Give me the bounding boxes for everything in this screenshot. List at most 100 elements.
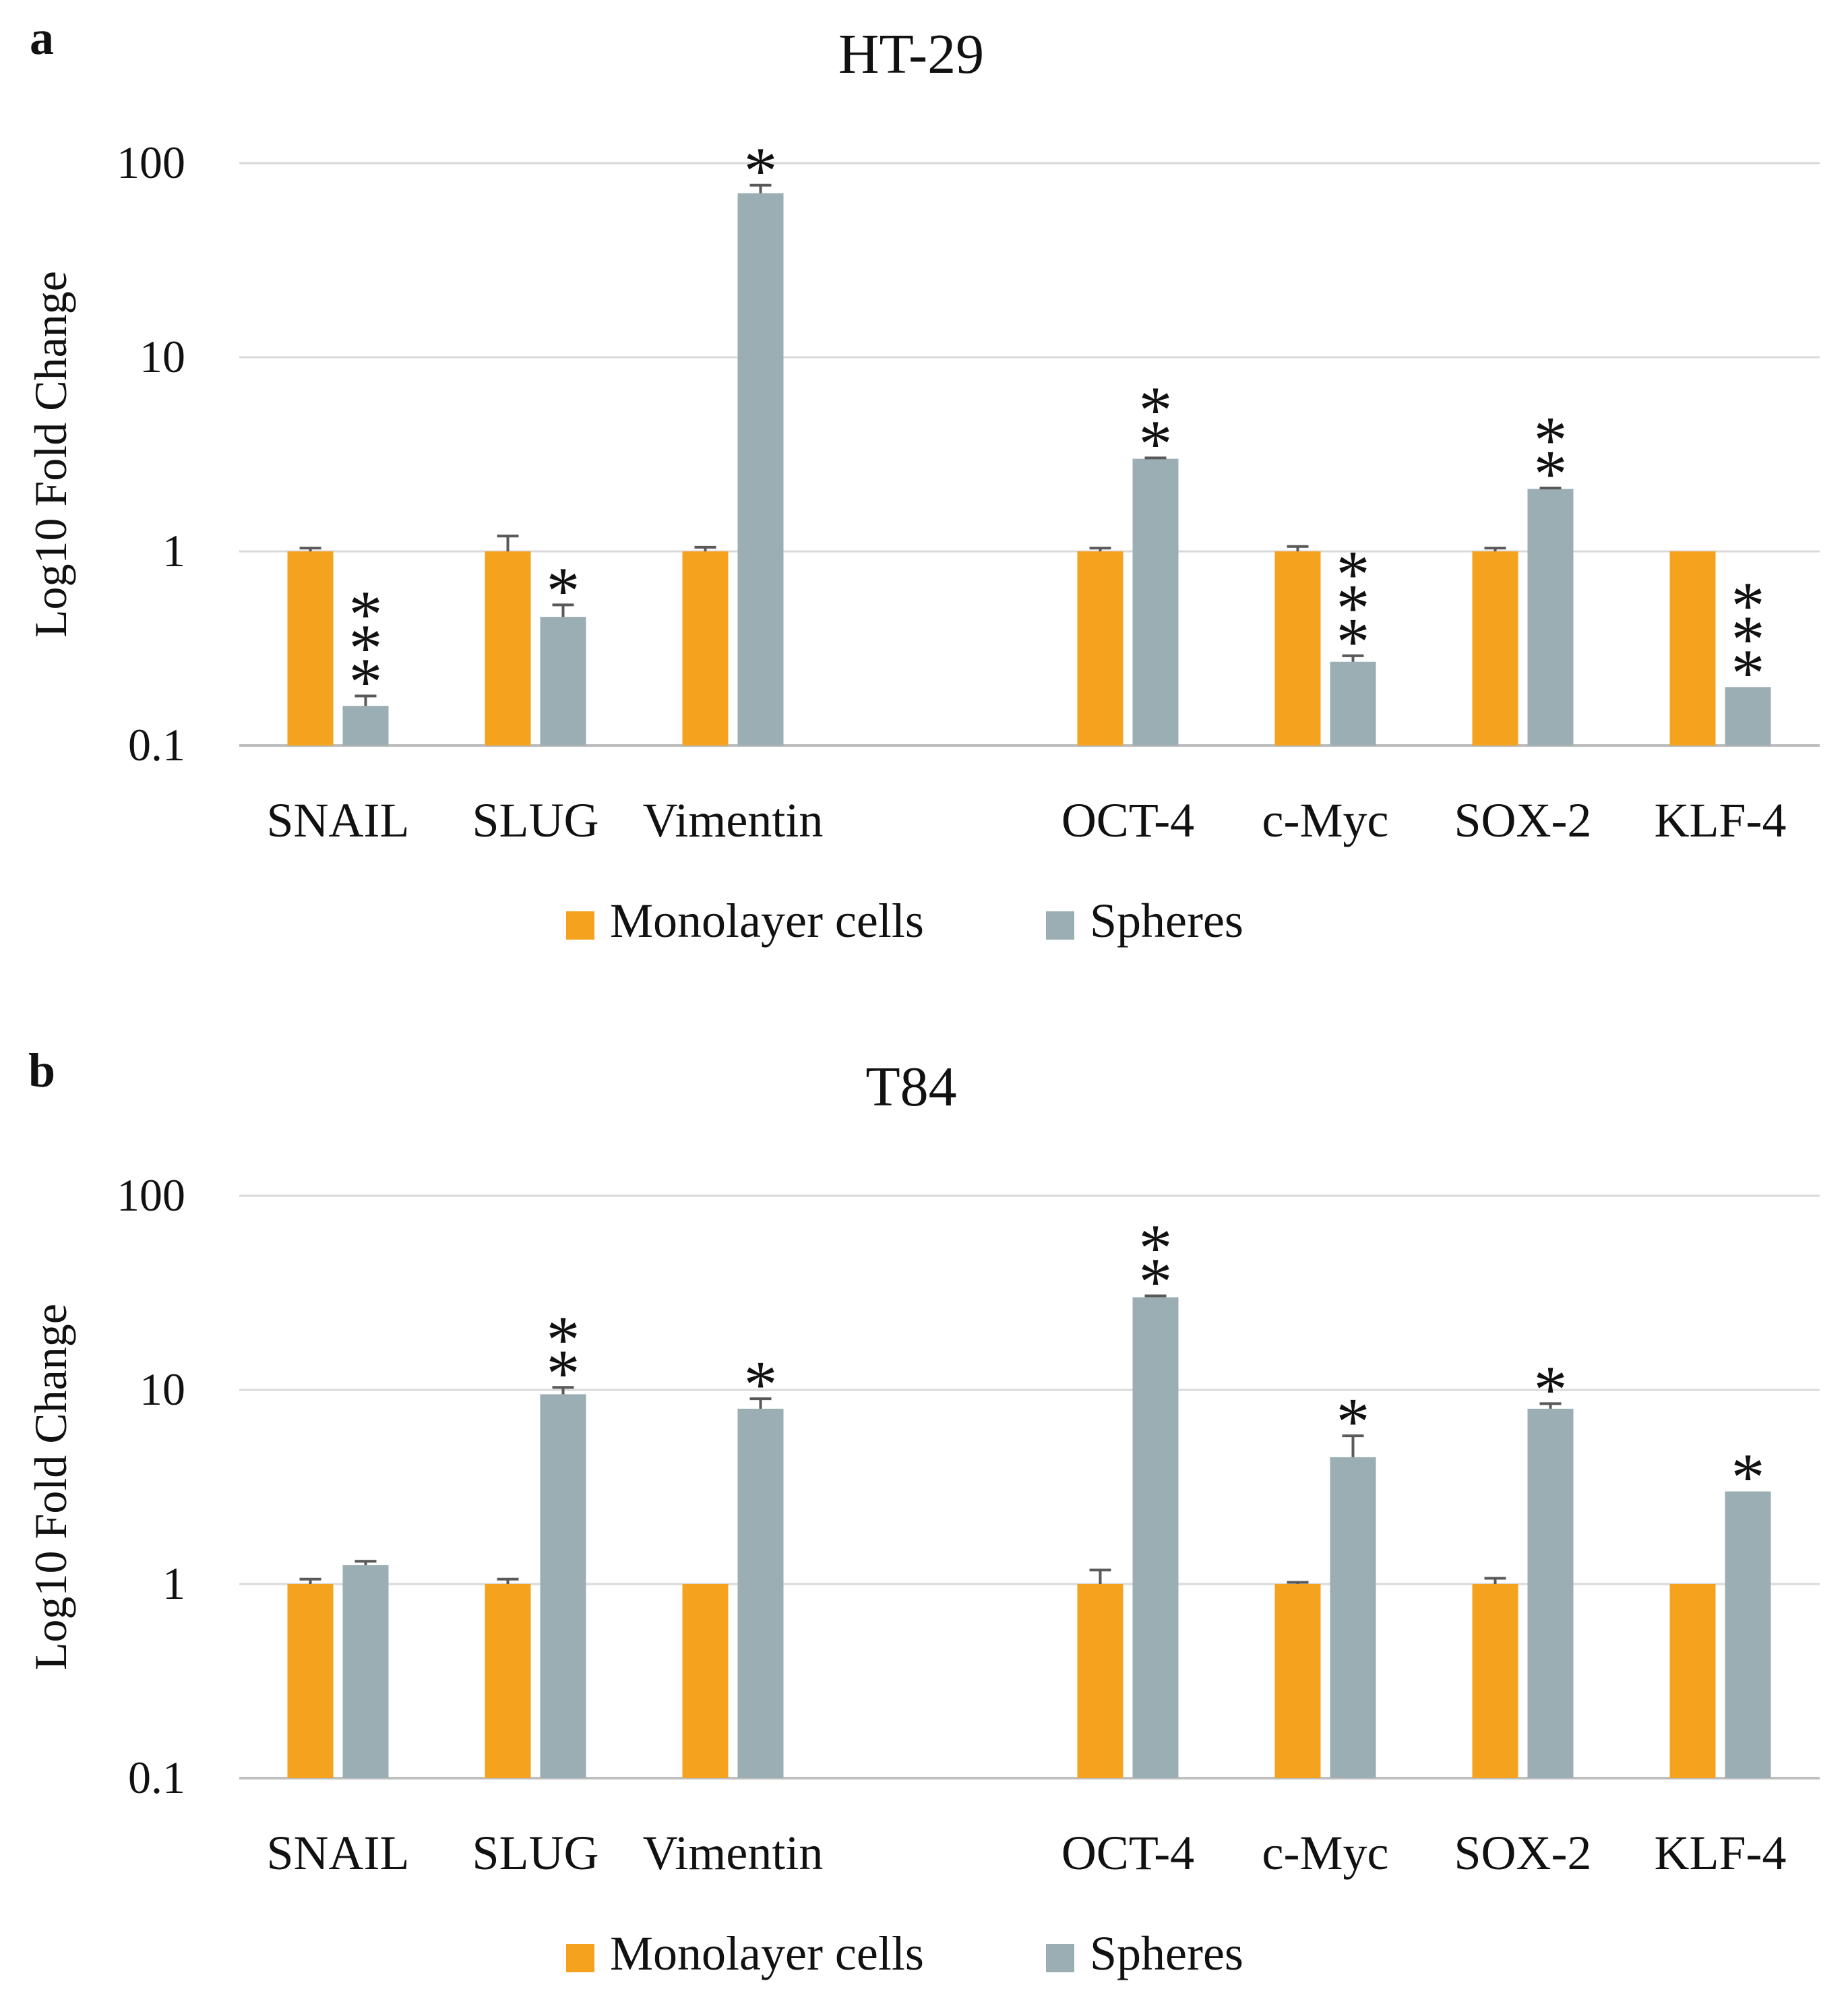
x-tick-label: KLF-4 <box>1655 1826 1787 1880</box>
significance-star: * <box>1336 537 1370 611</box>
panel-label: b <box>28 1043 55 1097</box>
bar-monolayer <box>1077 551 1123 746</box>
legend-swatch-monolayer <box>566 911 594 940</box>
significance-marker: ** <box>547 1302 580 1410</box>
significance-star: * <box>349 576 383 651</box>
x-tick-label: SNAIL <box>267 1826 410 1880</box>
legend-swatch-spheres <box>1046 911 1074 940</box>
x-tick-label: c-Myc <box>1262 1826 1389 1880</box>
bar-monolayer <box>287 551 334 746</box>
legend: Monolayer cells Spheres <box>566 894 1243 948</box>
bar-spheres <box>1527 489 1574 746</box>
bar-monolayer <box>1077 1584 1123 1778</box>
significance-marker: ** <box>1139 1211 1173 1319</box>
bar-spheres <box>1527 1408 1574 1778</box>
chart-title: T84 <box>865 1056 956 1118</box>
y-tick-label: 1 <box>162 1558 185 1609</box>
x-tick-label: SLUG <box>472 1826 598 1880</box>
bar-spheres <box>342 706 389 746</box>
bar-spheres <box>1132 1297 1179 1778</box>
significance-marker: *** <box>1336 537 1370 679</box>
bar-spheres <box>1330 1457 1376 1778</box>
significance-star: * <box>349 610 383 685</box>
y-tick-label: 100 <box>117 1169 185 1221</box>
bar-monolayer <box>682 1584 729 1778</box>
significance-marker: * <box>744 1347 778 1422</box>
significance-star: * <box>744 1347 778 1422</box>
bar-monolayer <box>287 1584 334 1778</box>
x-tick-label: SOX-2 <box>1454 793 1591 847</box>
significance-star: * <box>1336 570 1370 645</box>
x-tick-label: Vimentin <box>643 793 824 847</box>
bar-spheres <box>1330 661 1376 746</box>
legend-label-spheres: Spheres <box>1090 1926 1243 1980</box>
bar-spheres <box>1725 687 1771 746</box>
x-tick-label: KLF-4 <box>1655 793 1787 847</box>
x-tick-label: OCT-4 <box>1061 793 1194 847</box>
significance-star: * <box>349 644 383 719</box>
significance-marker: * <box>1731 1440 1765 1515</box>
bar-monolayer <box>1472 1584 1518 1778</box>
significance-star: * <box>1731 568 1765 642</box>
y-tick-label: 1 <box>162 525 185 576</box>
bar-spheres <box>540 1394 586 1778</box>
significance-star: * <box>1534 436 1568 511</box>
legend-label-monolayer: Monolayer cells <box>610 894 924 948</box>
significance-star: * <box>1139 406 1173 481</box>
bar-spheres <box>1132 458 1179 746</box>
significance-star: * <box>1534 1351 1568 1426</box>
bar-spheres <box>737 193 784 746</box>
significance-star: * <box>1731 1440 1765 1515</box>
significance-star: * <box>1139 1211 1173 1285</box>
chart-title: HT-29 <box>838 23 984 86</box>
x-tick-label: Vimentin <box>643 1826 824 1880</box>
bar-monolayer <box>1669 551 1716 746</box>
significance-star: * <box>547 553 580 628</box>
x-tick-label: OCT-4 <box>1061 1826 1194 1880</box>
bar-monolayer <box>1274 551 1321 746</box>
y-axis-label: Log10 Fold Change <box>25 1304 76 1670</box>
significance-marker: ** <box>1534 402 1568 511</box>
panel-label: a <box>30 11 54 65</box>
x-tick-label: SOX-2 <box>1454 1826 1591 1880</box>
y-tick-label: 0.1 <box>128 719 185 770</box>
significance-star: * <box>547 1335 580 1410</box>
legend: Monolayer cells Spheres <box>566 1926 1243 1980</box>
y-tick-label: 10 <box>140 1364 185 1415</box>
significance-star: * <box>1731 635 1765 710</box>
x-tick-label: c-Myc <box>1262 793 1389 847</box>
legend-swatch-monolayer <box>566 1944 594 1972</box>
significance-star: * <box>1336 1384 1370 1459</box>
significance-star: * <box>1534 402 1568 477</box>
legend-swatch-spheres <box>1046 1944 1074 1972</box>
significance-marker: *** <box>1731 568 1765 710</box>
significance-marker: * <box>744 133 778 208</box>
y-tick-label: 100 <box>117 137 185 188</box>
bar-spheres <box>1725 1491 1771 1778</box>
significance-marker: ** <box>1139 372 1173 481</box>
significance-star: * <box>1139 1244 1173 1319</box>
significance-star: * <box>744 133 778 208</box>
significance-marker: * <box>547 553 580 628</box>
bar-monolayer <box>1472 551 1518 746</box>
bar-monolayer <box>485 551 531 746</box>
legend-label-monolayer: Monolayer cells <box>610 1926 924 1980</box>
y-tick-label: 10 <box>140 331 185 382</box>
significance-marker: *** <box>349 576 383 719</box>
bar-monolayer <box>1669 1584 1716 1778</box>
y-tick-label: 0.1 <box>128 1752 185 1803</box>
x-tick-label: SNAIL <box>267 793 410 847</box>
bar-monolayer <box>485 1584 531 1778</box>
bar-spheres <box>737 1408 784 1778</box>
bar-spheres <box>540 617 586 746</box>
bar-monolayer <box>1274 1584 1321 1778</box>
legend-label-spheres: Spheres <box>1090 894 1243 948</box>
bar-monolayer <box>682 551 729 746</box>
y-axis-label: Log10 Fold Change <box>25 271 76 638</box>
bar-spheres <box>342 1565 389 1778</box>
significance-marker: * <box>1534 1351 1568 1426</box>
significance-star: * <box>547 1302 580 1376</box>
